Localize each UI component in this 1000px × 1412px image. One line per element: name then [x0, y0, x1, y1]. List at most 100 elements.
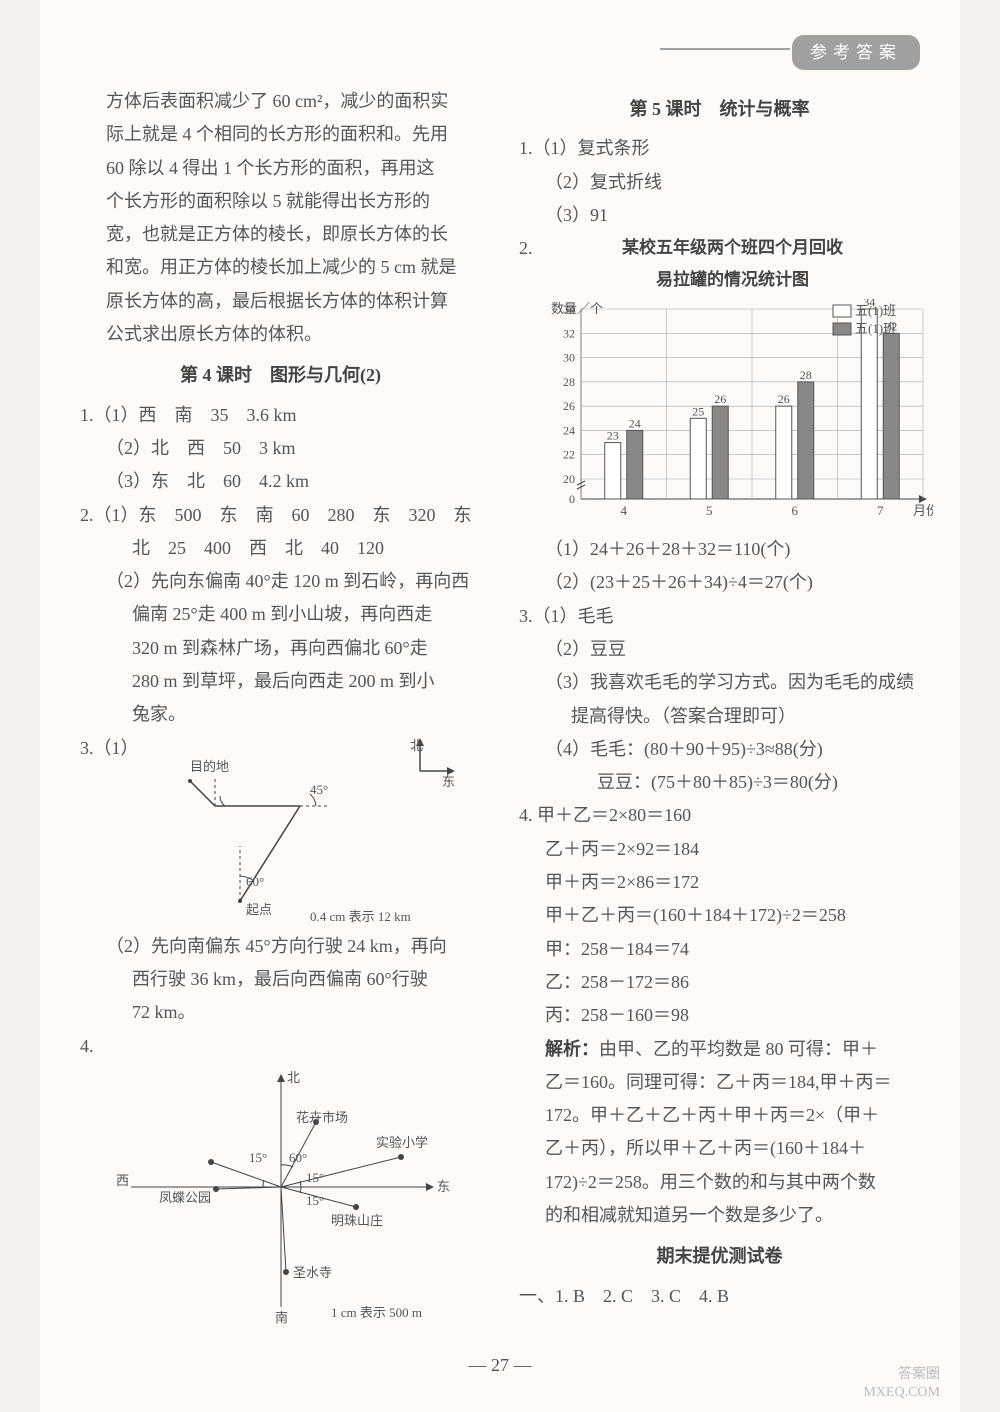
svg-text:28: 28	[799, 368, 811, 382]
svg-text:15°: 15°	[306, 1170, 324, 1185]
svg-text:24: 24	[563, 423, 575, 437]
chart-title-2: 易拉罐的情况统计图	[533, 264, 933, 295]
svg-text:20: 20	[563, 472, 575, 486]
answer-line: （2）复式折线	[519, 166, 920, 199]
svg-text:0: 0	[569, 492, 575, 506]
answer-line: 提高得快。（答案合理即可）	[519, 700, 920, 733]
svg-text:0.4 cm 表示 12 km: 0.4 cm 表示 12 km	[310, 909, 411, 924]
svg-text:西: 西	[116, 1173, 129, 1188]
answer-line: 甲：258－184＝74	[519, 933, 920, 966]
answer-line: 偏南 25°走 400 m 到小山坡，再向西走	[80, 598, 481, 631]
left-column: 方体后表面积减少了 60 cm²，减少的面积实 际上就是 4 个相同的长方形的面…	[80, 85, 481, 1331]
svg-text:1 cm 表示 500 m: 1 cm 表示 500 m	[331, 1305, 422, 1320]
svg-text:23: 23	[606, 429, 618, 443]
q2-label: 2.	[519, 232, 533, 265]
svg-text:南: 南	[275, 1310, 288, 1325]
analysis-text: 解析：由甲、乙的平均数是 80 可得：甲＋	[519, 1033, 920, 1066]
intro-text: 公式求出原长方体的体积。	[80, 318, 481, 351]
two-columns: 方体后表面积减少了 60 cm²，减少的面积实 际上就是 4 个相同的长方形的面…	[80, 85, 920, 1331]
analysis-text: 172)÷2＝258。用三个数的和与其中两个数	[519, 1166, 920, 1199]
svg-text:60°: 60°	[246, 874, 264, 889]
header-tab: 参考答案	[792, 35, 920, 70]
answer-line: （3）91	[519, 199, 920, 232]
section-5-title: 第 5 课时 统计与概率	[519, 93, 920, 126]
answer-line: （2）北 西 50 3 km	[80, 432, 481, 465]
answer-line: （1）24＋26＋28＋32＝110(个)	[519, 533, 920, 566]
q3-label: 3.（1）	[80, 732, 139, 765]
svg-text:圣水寺: 圣水寺	[293, 1265, 332, 1280]
final-test-title: 期末提优测试卷	[519, 1240, 920, 1273]
chart-title-1: 某校五年级两个班四个月回收	[533, 232, 933, 263]
answer-line: 西行驶 36 km，最后向西偏南 60°行驶	[80, 963, 481, 996]
intro-text: 个长方形的面积除以 5 就能得出长方形的	[80, 185, 481, 218]
svg-text:实验小学: 实验小学	[376, 1135, 428, 1150]
answer-line: 北 25 400 西 北 40 120	[80, 532, 481, 565]
svg-text:东: 东	[442, 774, 455, 789]
intro-text: 宽，也就是正方体的棱长，即原长方体的长	[80, 218, 481, 251]
answer-line: 一、1. B 2. C 3. C 4. B	[519, 1280, 920, 1313]
page-number: — 27 —	[80, 1349, 920, 1382]
answer-line: 280 m 到草坪，最后向西走 200 m 到小	[80, 665, 481, 698]
svg-text:45°: 45°	[310, 782, 328, 797]
answer-line: 甲＋丙＝2×86＝172	[519, 866, 920, 899]
answer-line: 320 m 到森林广场，再向西偏北 60°走	[80, 632, 481, 665]
answer-line: 甲＋乙＋丙＝(160＋184＋172)÷2＝258	[519, 899, 920, 932]
right-column: 第 5 课时 统计与概率 1.（1）复式条形 （2）复式折线 （3）91 2. …	[519, 85, 920, 1331]
svg-text:6: 6	[791, 503, 798, 518]
svg-text:60°: 60°	[289, 1150, 307, 1165]
svg-text:25: 25	[692, 404, 704, 418]
svg-text:32: 32	[563, 326, 575, 340]
answer-line: （2）豆豆	[519, 633, 920, 666]
section-4-title: 第 4 课时 图形与几何(2)	[80, 359, 481, 392]
bar-chart: 0202224262830323423244252652628634327数量／…	[533, 299, 933, 529]
answer-line: （2）先向东偏南 40°走 120 m 到石岭，再向西	[80, 565, 481, 598]
answer-line: （2）先向南偏东 45°方向行驶 24 km，再向	[80, 930, 481, 963]
answer-line: 3.（1）毛毛	[519, 600, 920, 633]
header-line	[660, 48, 790, 50]
svg-text:24: 24	[628, 416, 640, 430]
diagram-direction-2: 南 北 西 东	[101, 1067, 461, 1327]
answer-line: 4. 甲＋乙＝2×80＝160	[519, 799, 920, 832]
intro-text: 方体后表面积减少了 60 cm²，减少的面积实	[80, 85, 481, 118]
answer-line: （4）毛毛：(80＋90＋95)÷3≈88(分)	[519, 733, 920, 766]
svg-text:北: 北	[287, 1070, 300, 1085]
svg-text:明珠山庄: 明珠山庄	[331, 1213, 383, 1228]
analysis-text: 的和相减就知道另一个数是多少了。	[519, 1199, 920, 1232]
answer-line: 1.（1）复式条形	[519, 132, 920, 165]
svg-text:目的地: 目的地	[190, 759, 229, 774]
intro-text: 际上就是 4 个相同的长方形的面积和。先用	[80, 118, 481, 151]
answer-line: 1.（1）西 南 35 3.6 km	[80, 399, 481, 432]
diagram-direction-1: 北 东 60° 45°	[160, 736, 460, 926]
svg-text:28: 28	[563, 375, 575, 389]
svg-text:30: 30	[563, 351, 575, 365]
svg-text:凤蝶公园: 凤蝶公园	[159, 1190, 211, 1205]
q4-label: 4.	[80, 1030, 481, 1063]
intro-text: 60 除以 4 得出 1 个长方形的面积，再用这	[80, 152, 481, 185]
answer-line: 2.（1）东 500 东 南 60 280 东 320 东	[80, 499, 481, 532]
analysis-text: 乙＝160。同理可得：乙＋丙＝184,甲＋丙＝	[519, 1066, 920, 1099]
svg-text:北: 北	[410, 738, 423, 753]
svg-text:数量／个: 数量／个	[551, 301, 603, 316]
svg-text:月份: 月份	[913, 503, 933, 518]
watermark: 答案圈 MXEQ.COM	[863, 1366, 940, 1402]
analysis-text: 乙＋丙），所以甲＋乙＋丙＝(160＋184＋	[519, 1132, 920, 1165]
svg-text:26: 26	[714, 392, 726, 406]
answer-line: 乙：258－172＝86	[519, 966, 920, 999]
answer-line: （2）(23＋25＋26＋34)÷4＝27(个)	[519, 566, 920, 599]
svg-text:起点: 起点	[246, 902, 272, 917]
svg-text:15°: 15°	[306, 1193, 324, 1208]
answer-line: （3）东 北 60 4.2 km	[80, 465, 481, 498]
intro-text: 原长方体的高，最后根据长方体的体积计算	[80, 285, 481, 318]
svg-text:26: 26	[777, 392, 789, 406]
answer-line: 乙＋丙＝2×92＝184	[519, 833, 920, 866]
answer-line: 72 km。	[80, 996, 481, 1029]
svg-text:五(1)班: 五(1)班	[855, 321, 896, 336]
page: 参考答案 方体后表面积减少了 60 cm²，减少的面积实 际上就是 4 个相同的…	[40, 0, 960, 1412]
svg-text:五(1)班: 五(1)班	[855, 303, 896, 318]
svg-text:花卉市场: 花卉市场	[296, 1110, 348, 1125]
answer-line: 豆豆：(75＋80＋85)÷3＝80(分)	[519, 766, 920, 799]
answer-line: （3）我喜欢毛毛的学习方式。因为毛毛的成绩	[519, 666, 920, 699]
svg-text:5: 5	[706, 503, 713, 518]
svg-text:26: 26	[563, 399, 575, 413]
answer-line: 丙：258－160＝98	[519, 999, 920, 1032]
